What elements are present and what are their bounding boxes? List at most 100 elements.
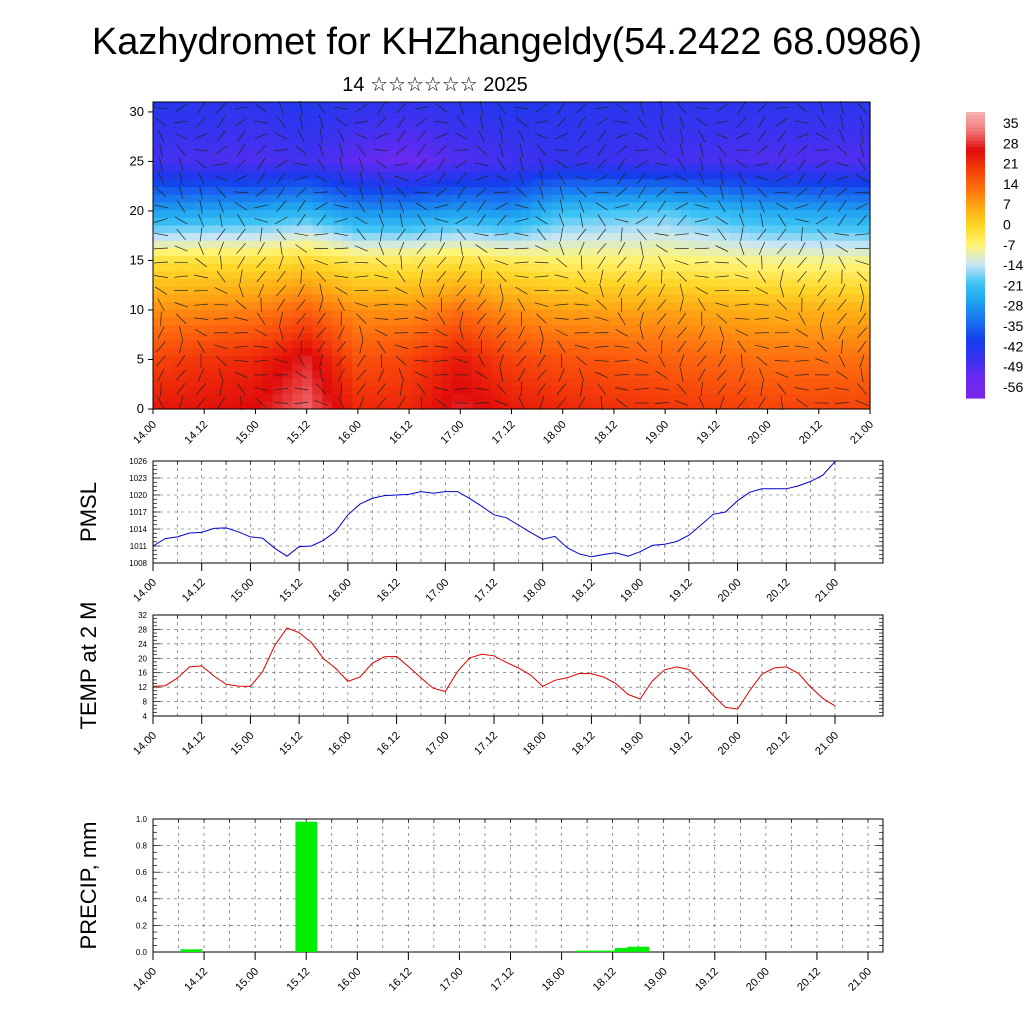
heatmap-cell	[372, 178, 383, 188]
heatmap-cell	[521, 224, 533, 234]
heatmap-cell	[352, 393, 363, 402]
heatmap-cell	[680, 247, 692, 257]
wind-barb	[801, 227, 803, 242]
heatmap-cell	[611, 316, 622, 326]
wind-barb	[794, 345, 809, 349]
heatmap-cell	[262, 194, 274, 203]
heatmap-cell	[352, 316, 363, 326]
heatmap-cell	[481, 370, 493, 379]
heatmap-cell	[561, 309, 572, 318]
wind-barb	[534, 133, 549, 139]
heatmap-cell	[760, 293, 772, 303]
heatmap-cell	[850, 201, 861, 211]
heatmap-cell	[850, 247, 861, 257]
wind-barb	[534, 302, 549, 308]
heatmap-cell	[621, 186, 632, 195]
wind-barb	[736, 397, 747, 409]
wind-barb	[376, 397, 387, 409]
heatmap-cell	[511, 393, 523, 402]
heatmap-cell	[192, 232, 204, 241]
wind-barb	[578, 241, 585, 256]
heatmap-cell	[302, 217, 313, 226]
heatmap-cell	[382, 401, 393, 410]
wind-barb	[476, 299, 487, 311]
heatmap-cell	[192, 194, 204, 203]
heatmap-cell	[581, 224, 592, 234]
heatmap-cell	[431, 278, 443, 287]
wind-barb	[214, 344, 228, 350]
heatmap-cell	[252, 140, 264, 149]
heatmap-cell	[750, 347, 762, 356]
heatmap-cell	[800, 109, 811, 118]
heatmap-cell	[441, 355, 453, 364]
heatmap-cell	[312, 362, 323, 372]
heatmap-cell	[640, 301, 652, 310]
heatmap-cell	[172, 240, 184, 249]
heatmap-cell	[451, 247, 463, 257]
heatmap-cell	[790, 286, 801, 295]
wind-barb	[415, 117, 428, 127]
heatmap-cell	[680, 378, 692, 387]
heatmap-cell	[800, 209, 811, 218]
heatmap-cell	[382, 301, 393, 310]
heatmap-cell	[242, 370, 254, 379]
heatmap-cell	[770, 224, 781, 234]
wind-barb	[354, 133, 368, 140]
wind-barb	[398, 368, 404, 382]
heatmap-cell	[650, 301, 662, 310]
heatmap-cell	[441, 401, 453, 410]
heatmap-cell	[740, 102, 752, 111]
heatmap-cell	[740, 255, 752, 264]
heatmap-cell	[680, 362, 692, 372]
heatmap-cell	[860, 378, 871, 387]
heatmap-cell	[441, 309, 453, 318]
heatmap-cell	[521, 125, 533, 134]
heatmap-cell	[581, 140, 592, 149]
heatmap-cell	[352, 109, 363, 118]
heatmap-cell	[700, 301, 712, 310]
heatmap-cell	[431, 362, 443, 372]
heatmap-cell	[481, 263, 493, 272]
heatmap-cell	[511, 247, 523, 257]
heatmap-cell	[431, 109, 443, 118]
heatmap-cell	[650, 278, 662, 287]
heatmap-cell	[322, 102, 333, 111]
heatmap-cell	[411, 224, 423, 234]
heatmap-cell	[591, 209, 602, 218]
heatmap-cell	[441, 148, 453, 157]
heatmap-cell	[451, 224, 463, 234]
wind-barb	[675, 202, 689, 211]
heatmap-cell	[750, 232, 762, 241]
heatmap-cell	[611, 370, 622, 379]
heatmap-cell	[232, 102, 244, 111]
heatmap-cell	[302, 102, 313, 111]
x-tick-label: 20.00	[746, 419, 774, 447]
heatmap-cell	[192, 355, 204, 364]
heatmap-cell	[621, 401, 632, 410]
heatmap-cell	[850, 224, 861, 234]
wind-barb	[157, 129, 165, 143]
heatmap-cell	[611, 201, 622, 211]
heatmap-cell	[850, 209, 861, 218]
heatmap-cell	[770, 270, 781, 280]
heatmap-cell	[820, 109, 831, 118]
wind-barb	[316, 102, 326, 114]
wind-barb	[399, 382, 403, 396]
heatmap-cell	[710, 355, 722, 364]
wind-barb	[735, 329, 749, 337]
heatmap-cell	[212, 278, 224, 287]
wind-barb	[356, 313, 367, 324]
heatmap-cell	[730, 278, 742, 287]
heatmap-cell	[461, 109, 473, 118]
colorbar-swatch	[966, 350, 985, 355]
heatmap-cell	[690, 324, 702, 333]
heatmap-cell	[511, 324, 523, 333]
heatmap-cell	[611, 186, 622, 195]
heatmap-cell	[491, 186, 503, 195]
wind-barb	[636, 285, 647, 297]
heatmap-cell	[591, 393, 602, 402]
heatmap-cell	[511, 332, 523, 341]
wind-barb	[398, 199, 405, 214]
wind-barb	[715, 133, 729, 139]
heatmap-cell	[820, 286, 831, 295]
